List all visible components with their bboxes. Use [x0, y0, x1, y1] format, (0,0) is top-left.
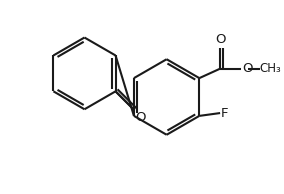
Text: O: O: [242, 62, 252, 75]
Text: O: O: [215, 33, 225, 46]
Text: O: O: [135, 111, 146, 124]
Text: CH₃: CH₃: [260, 62, 281, 75]
Text: F: F: [221, 107, 229, 120]
